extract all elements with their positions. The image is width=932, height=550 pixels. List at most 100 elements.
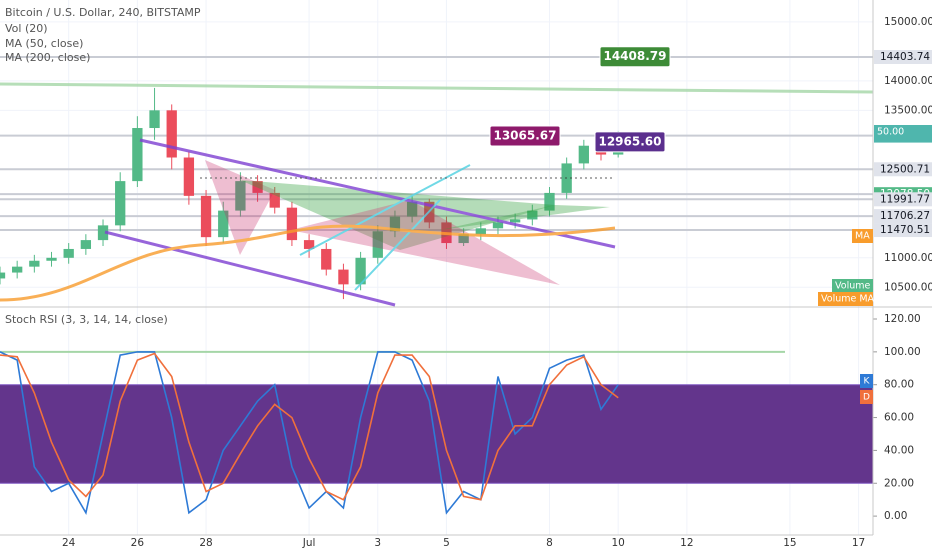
x-tick-label: 3: [374, 537, 381, 549]
candle-body: [166, 110, 177, 158]
price-tag-label: 11470.51: [880, 224, 930, 236]
candle-body: [46, 257, 57, 261]
candle-body: [527, 210, 538, 220]
side-tag-label: Volume: [835, 281, 870, 292]
band: [0, 384, 873, 484]
legend-swatch: [860, 390, 873, 404]
y-tick-label: 100.00: [884, 346, 921, 358]
candle-body: [218, 210, 229, 238]
y-tick-label: 80.00: [884, 379, 914, 391]
price-tag-label: 11991.77: [880, 193, 930, 205]
indicator-label: Vol (20): [5, 22, 48, 35]
price-tag: [874, 209, 932, 224]
indicator-label: MA (50, close): [5, 37, 83, 50]
stoch-line: [0, 351, 619, 515]
candle-body: [492, 222, 504, 229]
candle-body: [200, 195, 212, 238]
callout-box: [599, 46, 671, 68]
side-tag: [874, 125, 932, 139]
candle-body: [183, 157, 195, 196]
y-tick-label: 14000.00: [884, 75, 932, 87]
pattern: [290, 200, 560, 285]
y-tick-label: 13500.00: [884, 104, 932, 116]
price-tag-label: 11706.27: [880, 210, 930, 222]
price-tag: [874, 50, 932, 65]
stoch-pane: [0, 318, 877, 517]
candle-body: [338, 269, 349, 285]
x-tick-label: 15: [783, 537, 796, 549]
price-tag-label: 12500.71: [880, 163, 930, 175]
x-tick-label: 12: [680, 537, 693, 549]
x-tick-label: 10: [611, 537, 624, 549]
candle-body: [132, 128, 143, 182]
x-tick-label: 8: [546, 537, 553, 549]
x-tick-label: 28: [199, 537, 212, 549]
trendline: [104, 230, 396, 307]
callout-box: [489, 125, 561, 147]
x-tick-label: 24: [62, 537, 76, 549]
candle-body: [389, 216, 401, 232]
candle-body: [321, 248, 332, 270]
candle-body: [149, 110, 160, 129]
indicator-label: Stoch RSI (3, 3, 14, 14, close): [5, 313, 168, 326]
candle-body: [97, 225, 109, 241]
callout-label: 14408.79: [603, 49, 666, 63]
candle-body: [115, 181, 126, 226]
candle-body: [29, 260, 40, 267]
candle-body: [286, 207, 298, 241]
side-tag: [852, 229, 873, 243]
legend-label: K: [864, 377, 871, 387]
trendline: [354, 199, 441, 291]
legend-label: D: [863, 393, 870, 403]
candle-body: [458, 234, 469, 244]
price-tag: [874, 192, 932, 207]
callout-box: [594, 131, 666, 153]
y-tick-label: 120.00: [884, 313, 921, 325]
x-tick-label: 5: [443, 537, 450, 549]
candle-body: [0, 272, 6, 279]
pattern: [205, 160, 275, 255]
callout-label: 12965.60: [598, 134, 661, 148]
callout-label: 13065.67: [493, 128, 556, 142]
candle-body: [355, 257, 366, 285]
candle-body: [578, 145, 589, 164]
candle-body: [544, 192, 555, 211]
y-tick-label: 15000.00: [884, 16, 932, 28]
y-tick-label: 60.00: [884, 412, 914, 424]
trendline: [299, 164, 471, 256]
y-tick-label: 0.00: [884, 510, 907, 522]
side-tag: [818, 292, 873, 306]
y-tick-label: 11000.00: [884, 252, 932, 264]
price-tag: [874, 223, 932, 238]
trendline: [139, 138, 616, 249]
stoch-line: [0, 352, 619, 501]
y-tick-label: 40.00: [884, 444, 914, 456]
candle-body: [509, 219, 521, 223]
candle-body: [252, 181, 263, 193]
x-tick-label: 17: [852, 537, 865, 549]
candle-body: [63, 248, 74, 258]
price-tag-label: 14403.74: [880, 51, 930, 63]
x-tick-label: 26: [131, 537, 145, 549]
y-tick-label: 10500.00: [884, 281, 932, 293]
side-tag-label: 50.00: [877, 127, 904, 138]
side-tag: [832, 279, 873, 293]
candle-body: [235, 181, 246, 211]
symbol-title: Bitcoin / U.S. Dollar, 240, BITSTAMP: [5, 6, 201, 19]
level: [0, 82, 874, 94]
candle-body: [80, 240, 92, 249]
candle-body: [12, 266, 23, 273]
price-tag: [874, 162, 932, 177]
candle-body: [303, 240, 315, 249]
candle-body: [406, 201, 418, 217]
x-tick-label: Jul: [302, 537, 316, 549]
drawings: [0, 82, 874, 307]
candle-body: [269, 192, 280, 208]
ma-line: [0, 224, 616, 302]
legend-swatch: [860, 374, 873, 388]
indicator-label: MA (200, close): [5, 51, 90, 64]
pattern: [440, 205, 610, 230]
side-tag-label: MA: [855, 231, 870, 242]
candle-body: [475, 228, 486, 235]
